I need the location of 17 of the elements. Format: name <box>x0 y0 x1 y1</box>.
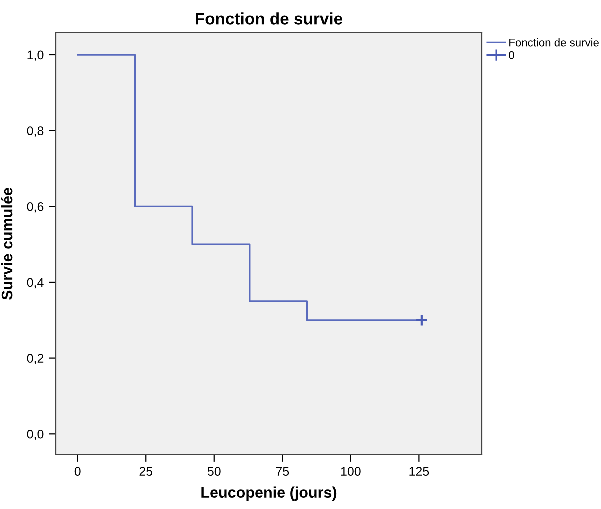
legend-label: Fonction de survie <box>510 38 599 47</box>
x-tick-label: 0 <box>74 467 81 476</box>
x-tick-label: 25 <box>140 467 153 476</box>
legend-label: 0 <box>509 51 514 60</box>
x-tick-label: 75 <box>276 467 290 476</box>
x-tick-label: 125 <box>410 467 430 476</box>
y-tick-label: 0,2 <box>27 354 44 364</box>
chart-title: Fonction de survie <box>196 12 343 25</box>
x-axis-title: Leucopenie (jours) <box>202 486 337 502</box>
y-tick-label: 0,4 <box>27 278 44 289</box>
x-tick-label: 50 <box>208 467 221 476</box>
x-tick-label: 100 <box>341 467 361 476</box>
y-tick-label: 0,0 <box>27 430 44 440</box>
y-tick-label: 0,8 <box>27 126 44 137</box>
y-tick-label: 0,6 <box>27 202 44 213</box>
y-axis-title: Survie cumulée <box>1 188 13 300</box>
y-tick-label: 1,0 <box>28 50 44 62</box>
